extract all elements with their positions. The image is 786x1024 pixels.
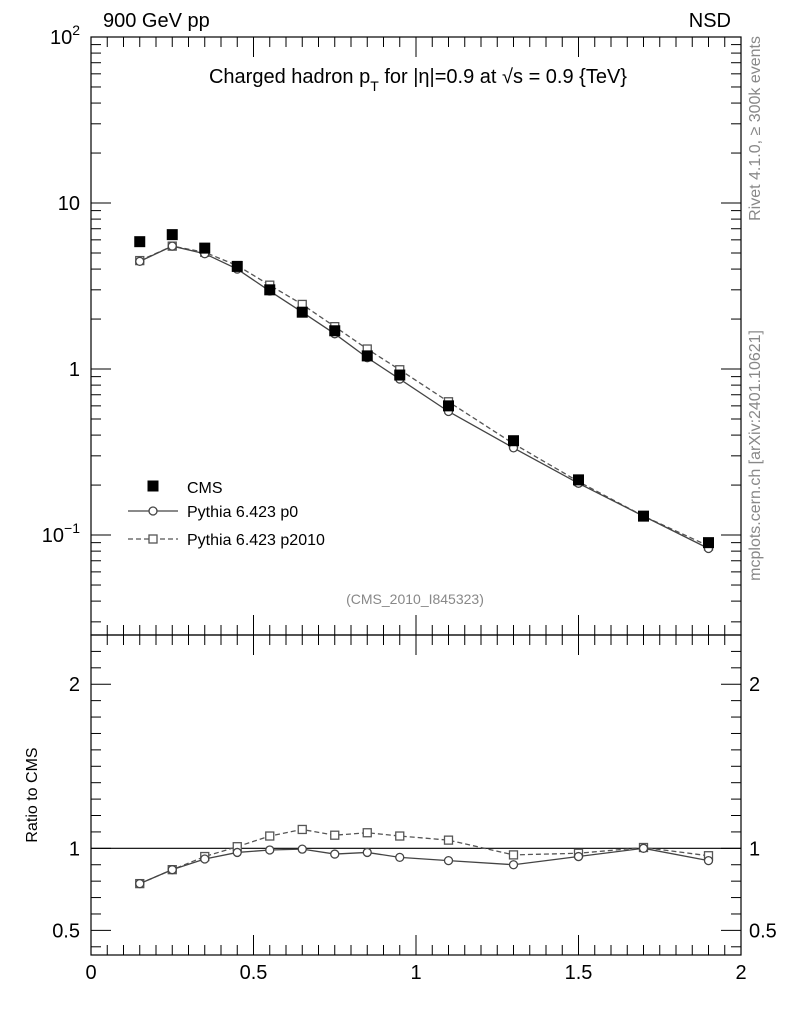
ratio-p2010-point (395, 831, 405, 841)
side-label-upper: Rivet 4.1.0, ≥ 300k events (747, 36, 764, 221)
ratio-p0-point (330, 849, 340, 859)
ratio-plot-frame (90, 634, 742, 956)
ratio-p2010-line (139, 828, 709, 885)
main-cms-point (296, 306, 308, 318)
main-cms-point (231, 260, 243, 272)
header-right-label: NSD (689, 10, 731, 32)
ratio-p0-point (573, 851, 584, 862)
header-left-label: 900 GeV pp (103, 10, 210, 32)
ratio-y-tick-labels: 2 2 1 1 0.5 0.5 (52, 674, 777, 942)
ratio-x-tick-label: 1 (410, 962, 421, 984)
main-x-ticks (90, 37, 742, 635)
ratio-p0-point (362, 847, 372, 858)
main-cms-point (199, 242, 211, 254)
ratio-x-tick-label: 1.5 (565, 962, 593, 984)
main-title-suffix: = 0.9 {TeV} (523, 66, 627, 88)
ratio-x-tick-label: 2 (735, 962, 746, 984)
ratio-p0-point (297, 844, 307, 854)
ratio-p0-point (167, 865, 177, 875)
ratio-p0-point (395, 852, 405, 863)
main-p0-line (139, 245, 709, 550)
main-p0-point (167, 241, 177, 251)
ratio-p2010-point (297, 824, 307, 835)
ratio-p0-line (139, 847, 709, 885)
main-p0-point (135, 256, 145, 267)
main-series-group (134, 229, 714, 554)
analysis-tag: (CMS_2010_I845323) (346, 591, 484, 607)
ratio-x-tick-label: 0.5 (240, 962, 268, 984)
ratio-panel: 2 21 10.5 0.5 0 0.5 1 1.5 2 Ratio to CMS (24, 634, 777, 984)
ratio-p0-point (135, 878, 145, 889)
main-y-tick-label: 102 (50, 22, 80, 49)
main-title-mid: for |η|=0.9 at (379, 66, 502, 88)
main-cms-point (134, 236, 146, 248)
main-title-sqrt: √s (502, 66, 523, 88)
legend: CMS Pythia 6.423 p0 Pythia 6.423 p2010 (128, 480, 325, 549)
legend-p0-label: Pythia 6.423 p0 (187, 504, 298, 521)
ratio-y-tick-label-left: 2 (69, 674, 80, 696)
main-y-tick-label-base: 10 (58, 193, 80, 215)
legend-cms-marker (147, 480, 159, 492)
ratio-series-group (135, 824, 714, 889)
legend-p2010-marker (148, 534, 158, 544)
ratio-p0-point (232, 847, 242, 858)
main-title-prefix: Charged hadron p (209, 66, 370, 88)
ratio-p2010-point (443, 835, 454, 845)
main-cms-point (329, 325, 341, 337)
ratio-x-tick-label: 0 (85, 962, 96, 984)
ratio-p2010-point (265, 831, 275, 841)
main-title-subscript: T (370, 78, 379, 94)
main-y-tick-label: 1 (69, 359, 80, 381)
legend-cms-label: CMS (187, 480, 223, 497)
main-y-tick-label-base: 10 (42, 525, 64, 547)
main-cms-point (264, 284, 276, 296)
main-cms-point (508, 435, 519, 447)
main-cms-point (166, 229, 178, 241)
ratio-p0-point (703, 855, 714, 866)
main-cms-point (443, 400, 454, 412)
main-cms-point (703, 537, 714, 549)
ratio-x-ticks (90, 635, 742, 955)
ratio-y-tick-label-left: 0.5 (52, 920, 80, 942)
main-cms-point (361, 350, 373, 362)
ratio-p0-point (443, 855, 454, 866)
ratio-y-tick-label-right: 2 (749, 674, 760, 696)
ratio-y-tick-label-right: 0.5 (749, 920, 777, 942)
ratio-p0-point (638, 843, 649, 853)
main-cms-point (638, 510, 649, 522)
main-y-tick-label-exponent: 2 (72, 22, 80, 38)
main-cms-point (573, 474, 584, 486)
main-p2010-line (139, 245, 709, 547)
legend-p2010-label: Pythia 6.423 p2010 (187, 532, 325, 549)
ratio-y-axis (91, 650, 741, 948)
main-y-tick-label-base: 10 (50, 27, 72, 49)
ratio-p2010-point (330, 830, 340, 840)
ratio-x-tick-labels: 0 0.5 1 1.5 2 (85, 962, 746, 984)
ratio-y-label: Ratio to CMS (24, 747, 41, 842)
ratio-p2010-point (508, 850, 519, 860)
main-title: Charged hadron pT for |η|=0.9 at √s = 0.… (209, 66, 627, 94)
main-y-tick-label-base: 1 (69, 359, 80, 381)
ratio-p0-point (508, 860, 519, 870)
ratio-p0-point (265, 845, 275, 855)
side-label-lower: mcplots.cern.ch [arXiv:2401.10621] (747, 330, 764, 581)
main-y-tick-label: 10−1 (42, 520, 80, 547)
ratio-y-tick-label-right: 1 (749, 838, 760, 860)
main-y-tick-label-exponent: −1 (64, 520, 80, 536)
main-y-tick-label: 10 (58, 193, 80, 215)
main-cms-point (394, 369, 406, 381)
ratio-p2010-point (362, 828, 372, 838)
legend-p0-marker (148, 506, 158, 516)
ratio-y-tick-label-left: 1 (69, 838, 80, 860)
ratio-p0-point (200, 854, 210, 864)
